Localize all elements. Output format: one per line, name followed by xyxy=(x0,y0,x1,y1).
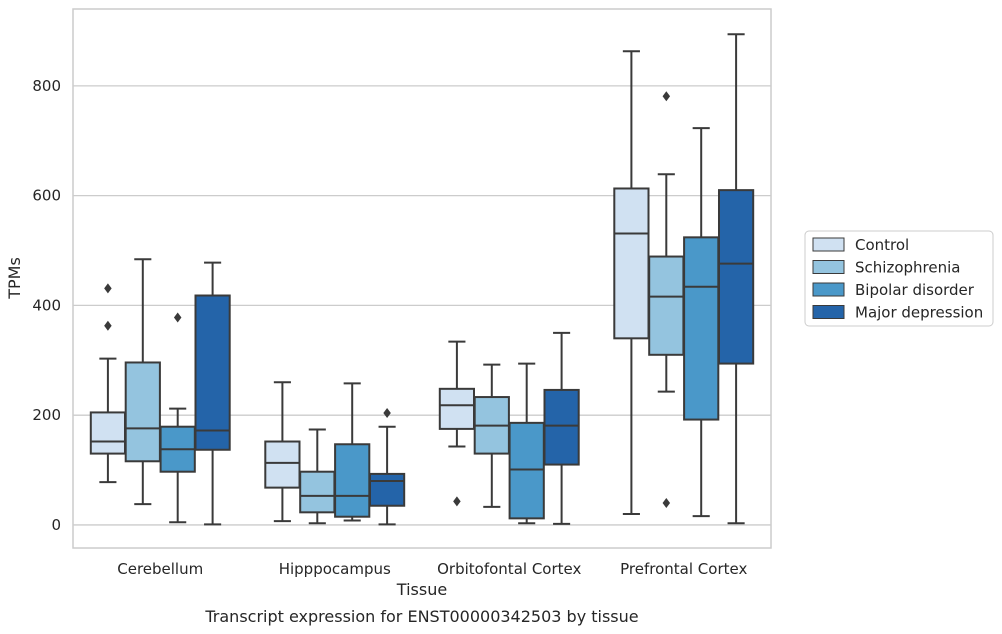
y-tick-label: 600 xyxy=(32,187,61,205)
iqr-box xyxy=(648,255,685,356)
iqr-box xyxy=(508,421,545,520)
series-bipolar-disorder xyxy=(159,127,720,525)
grid-lines xyxy=(73,85,771,526)
y-tick-label: 0 xyxy=(51,516,61,534)
iqr-box xyxy=(438,387,476,430)
iqr-box xyxy=(194,294,231,451)
box-plot xyxy=(438,340,476,507)
x-tick-label: Cerebellum xyxy=(117,560,203,578)
box-plot xyxy=(334,382,371,522)
box-plot xyxy=(89,283,127,484)
legend-swatch xyxy=(812,237,845,252)
box-plot xyxy=(717,33,755,525)
box-series xyxy=(89,33,755,526)
y-tick-label: 400 xyxy=(32,296,61,314)
box-plot xyxy=(368,407,406,526)
iqr-box xyxy=(299,470,336,514)
series-major-depression xyxy=(194,33,755,526)
iqr-box xyxy=(683,236,720,421)
iqr-box xyxy=(334,443,371,518)
iqr-box xyxy=(124,361,161,463)
legend-swatch xyxy=(812,282,845,297)
box-plot xyxy=(124,258,161,506)
legend: Control Schizophrenia Bipolar disorder Majo… xyxy=(804,230,994,327)
outlier-point xyxy=(104,320,112,331)
box-plot xyxy=(543,331,580,525)
y-tick-label: 800 xyxy=(32,77,61,95)
box-plot xyxy=(473,363,510,508)
box-plot xyxy=(508,362,545,525)
outlier-point xyxy=(662,497,671,508)
y-tick-label: 200 xyxy=(32,406,61,424)
box-plot xyxy=(613,50,650,515)
iqr-box xyxy=(368,472,406,507)
box-plot xyxy=(299,428,336,525)
iqr-box xyxy=(543,388,580,466)
box-plot xyxy=(648,91,685,508)
legend-swatch xyxy=(812,260,845,274)
y-axis-ticks: 0 200 400 600 800 xyxy=(32,77,61,534)
outlier-point xyxy=(453,496,461,507)
outlier-point xyxy=(383,407,391,418)
box-plot xyxy=(683,127,720,518)
y-axis-title: TPMs xyxy=(5,257,24,300)
x-tick-label: Prefrontal Cortex xyxy=(620,560,747,578)
legend-label: Major depression xyxy=(855,304,983,322)
legend-label: Schizophrenia xyxy=(855,259,960,277)
chart-caption: Transcript expression for ENST0000034250… xyxy=(204,607,638,626)
x-axis-ticks: Cerebellum Hipppocampus Orbitofontal Corte… xyxy=(117,560,747,578)
legend-label: Control xyxy=(855,236,909,254)
iqr-box xyxy=(613,187,650,340)
legend-frame xyxy=(804,230,994,327)
legend-label: Bipolar disorder xyxy=(855,281,975,299)
outlier-point xyxy=(173,312,182,323)
plot-frame xyxy=(72,8,772,549)
outlier-point xyxy=(662,91,671,102)
outlier-point xyxy=(104,283,112,294)
box-plot xyxy=(159,312,196,524)
legend-swatch xyxy=(812,305,845,319)
iqr-box xyxy=(89,411,127,455)
x-axis-title: Tissue xyxy=(396,580,447,599)
iqr-box xyxy=(264,440,301,489)
iqr-box xyxy=(717,189,755,365)
x-tick-label: Orbitofontal Cortex xyxy=(437,560,581,578)
x-tick-label: Hipppocampus xyxy=(279,560,391,578)
box-plot xyxy=(264,381,301,523)
box-plot xyxy=(194,261,231,526)
